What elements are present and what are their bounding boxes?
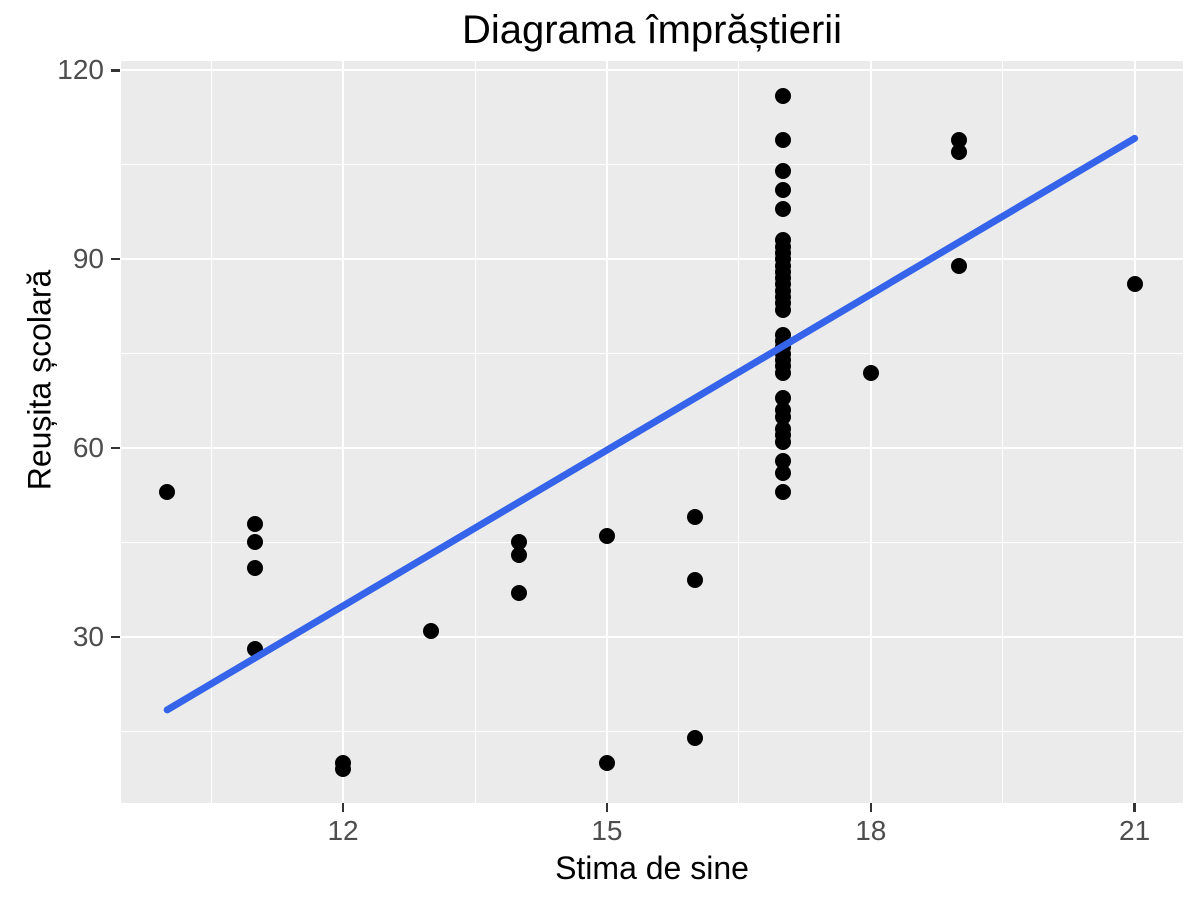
y-tick-label: 120 [57,54,104,86]
gridline-minor-horizontal [121,730,1183,732]
data-point [510,584,527,601]
x-tick-mark [869,803,873,812]
data-point [159,484,176,501]
x-tick-label: 21 [1119,815,1151,846]
y-tick-label: 90 [72,243,104,275]
data-point [774,200,791,217]
data-point [598,754,615,771]
gridline-minor-horizontal [121,541,1183,543]
gridline-major-horizontal [121,635,1183,638]
y-tick-mark [111,257,120,261]
data-point [1126,276,1143,293]
gridline-major-vertical [869,61,872,803]
x-tick-label: 15 [591,815,623,846]
data-point [774,484,791,501]
data-point [950,131,967,148]
gridline-minor-horizontal [121,164,1183,166]
data-point [950,257,967,274]
plot-title: Diagrama împrăștierii [461,8,843,52]
gridline-major-horizontal [121,447,1183,450]
data-point [598,528,615,545]
data-point [510,547,527,564]
x-tick-mark [341,803,345,812]
y-tick-label: 30 [72,620,104,652]
x-tick-mark [605,803,609,812]
data-point [774,364,791,381]
y-tick-mark [111,446,120,450]
y-tick-label: 60 [72,432,104,464]
data-point [686,509,703,526]
x-tick-label: 12 [327,815,359,846]
gridline-minor-vertical [738,61,740,803]
data-point [774,433,791,450]
data-point [950,144,967,161]
gridline-major-vertical [605,61,608,803]
data-point [686,572,703,589]
y-tick-mark [111,69,120,72]
data-point [335,761,352,777]
data-point [510,534,527,551]
data-point [862,364,879,381]
x-tick-mark [1133,803,1136,812]
gridline-minor-horizontal [121,353,1183,355]
data-point [774,182,791,199]
data-point [774,465,791,482]
data-point [774,389,791,406]
gridline-minor-vertical [474,61,476,803]
gridline-major-vertical [342,61,345,803]
gridline-major-vertical [1133,61,1136,803]
data-point [686,729,703,746]
data-point [774,131,791,148]
gridline-minor-vertical [1002,61,1004,803]
data-point [774,301,791,318]
data-point [774,452,791,469]
data-point [247,559,264,576]
data-point [247,515,264,532]
data-point [774,87,791,104]
regression-line [163,134,1139,714]
gridline-minor-vertical [210,61,212,803]
gridline-major-horizontal [121,69,1183,72]
data-point [774,408,791,425]
x-tick-label: 18 [855,815,887,846]
plot-panel [121,61,1183,803]
data-point [423,622,440,639]
data-point [774,163,791,180]
y-tick-mark [111,635,120,639]
gridline-major-horizontal [121,258,1183,261]
data-point [247,534,264,551]
x-axis-title: Stima de sine [555,850,749,886]
